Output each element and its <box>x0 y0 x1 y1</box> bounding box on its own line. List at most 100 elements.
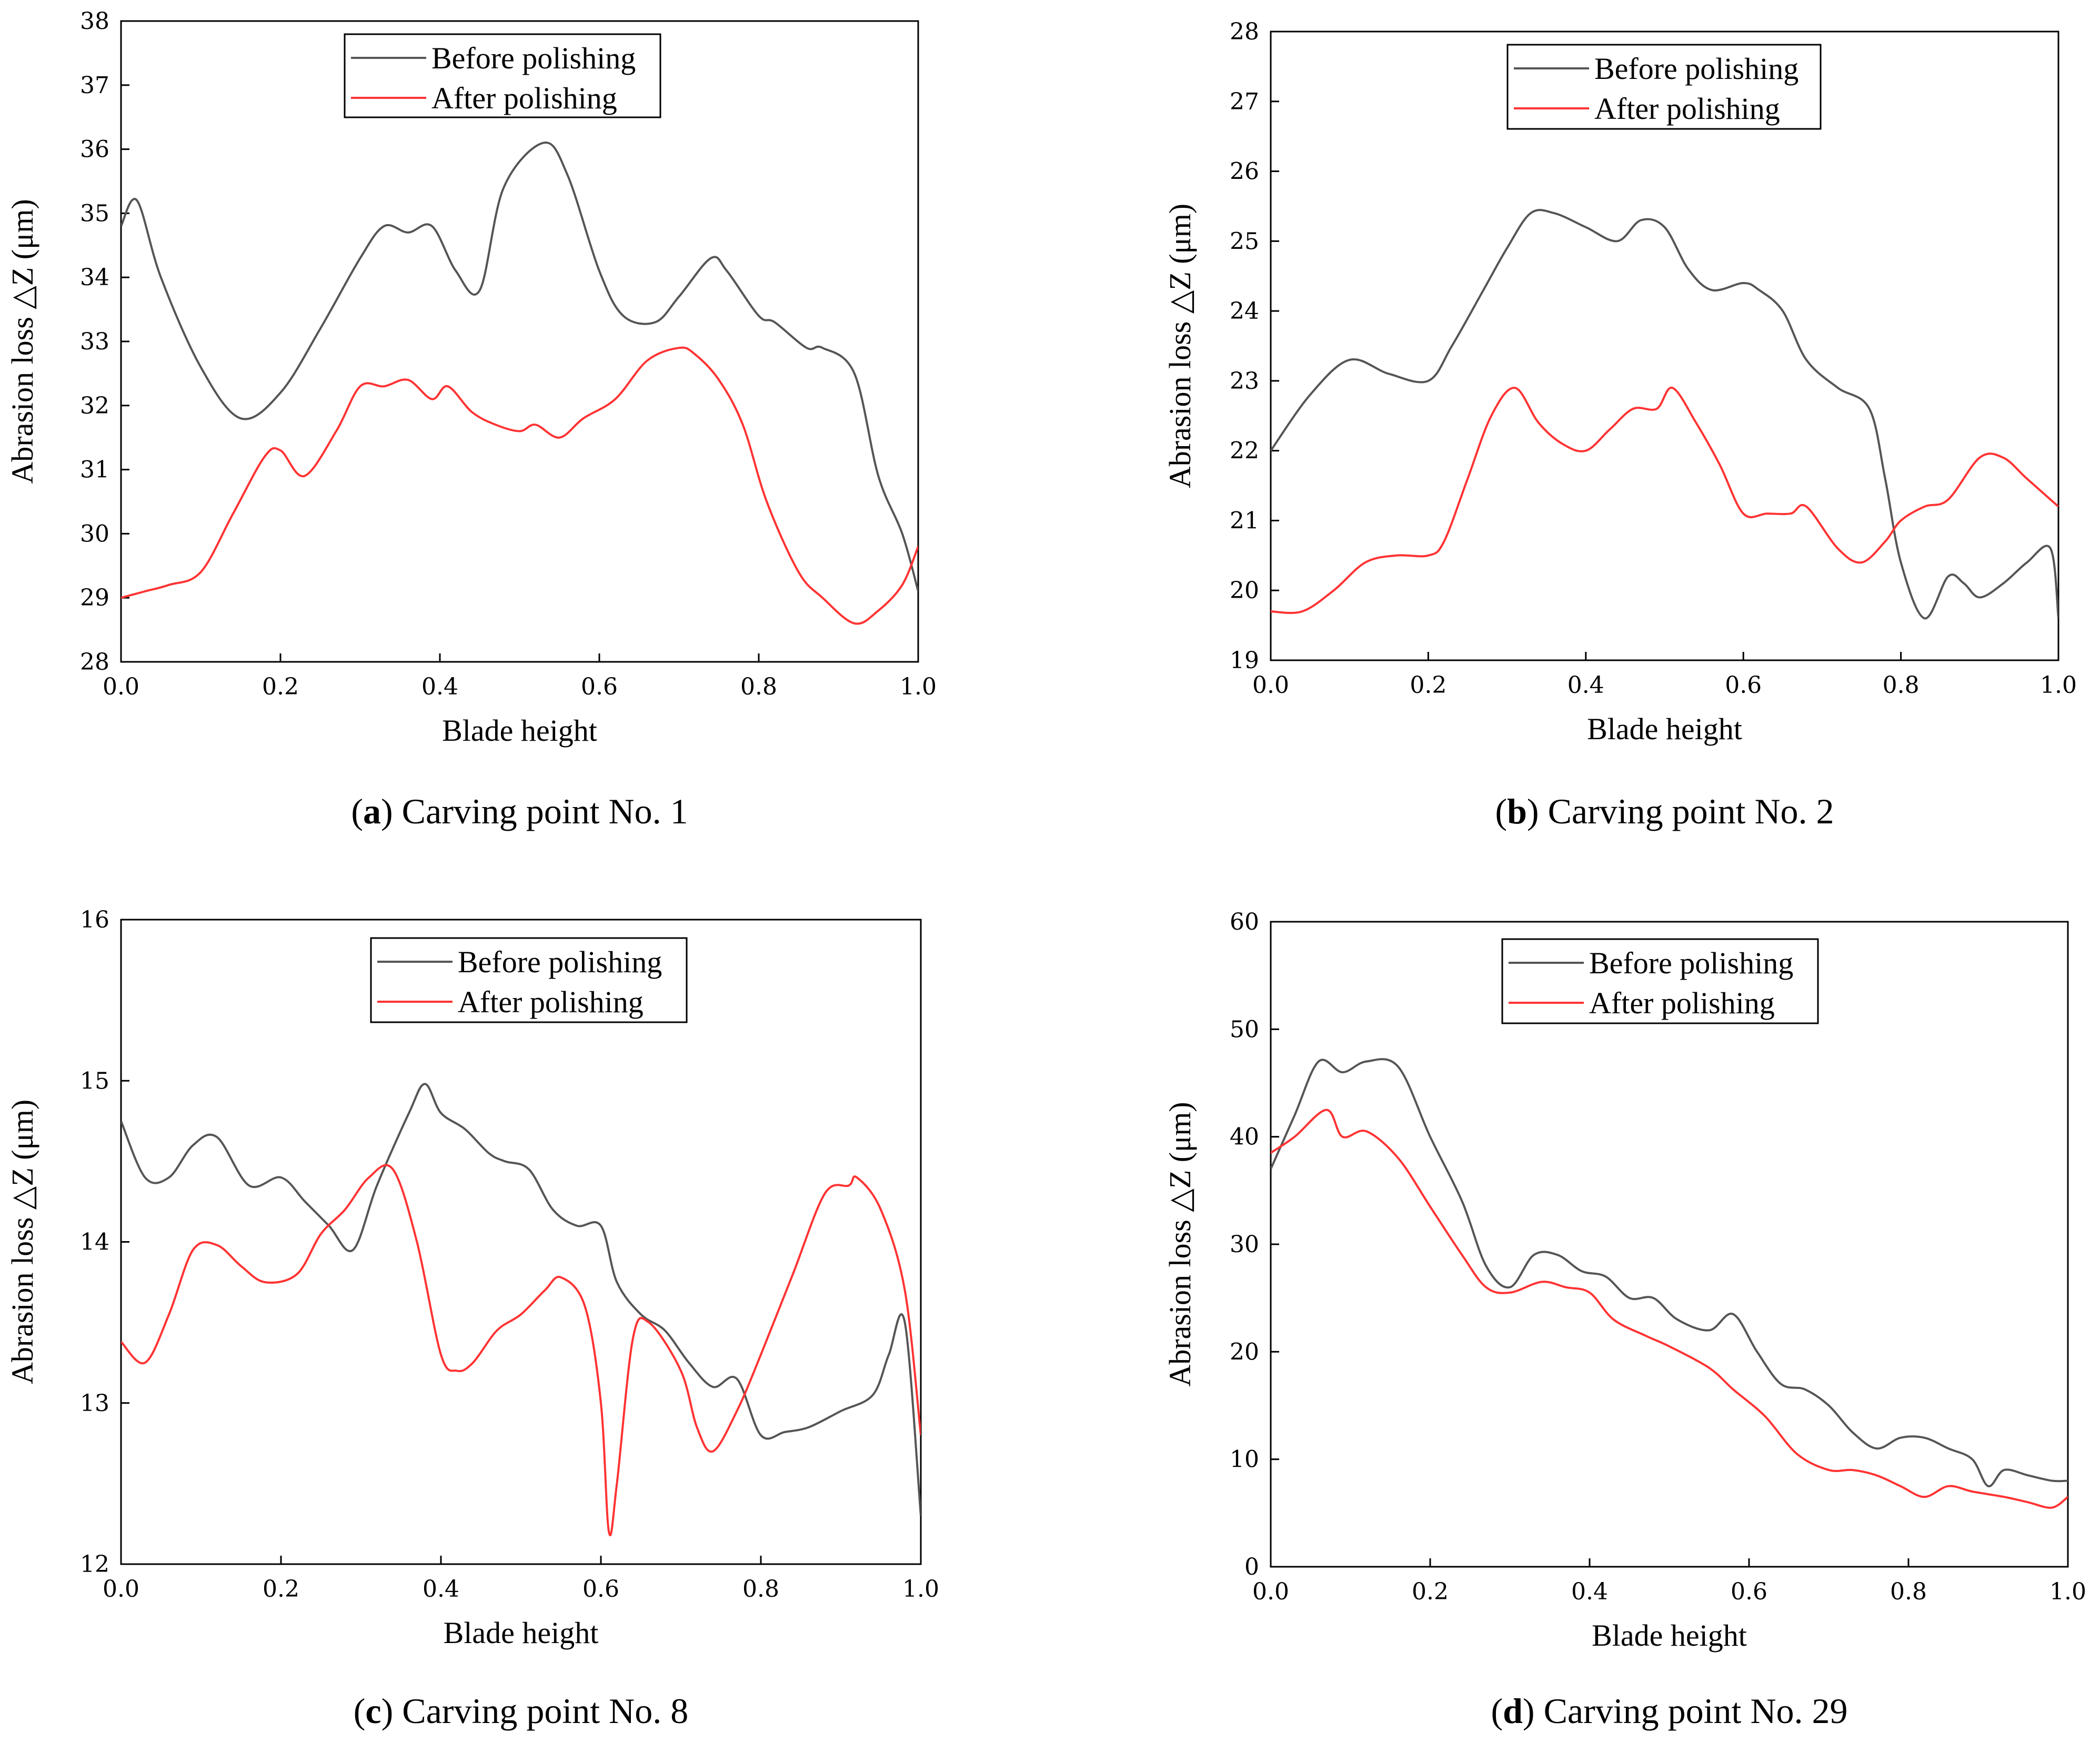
series-line-before-polishing <box>1271 1058 2068 1487</box>
y-tick-label: 0 <box>1244 1554 1259 1580</box>
caption-close-paren: ) <box>381 1691 403 1731</box>
legend-label: Before polishing <box>458 945 662 979</box>
series-line-after-polishing <box>1271 1109 2068 1509</box>
y-axis-label: Abrasion loss △Z (μm) <box>1163 204 1197 488</box>
caption-text: Carving point No. 8 <box>402 1691 688 1731</box>
y-tick-label: 38 <box>80 8 109 35</box>
series-line-after-polishing <box>121 1164 921 1537</box>
series-line-before-polishing <box>121 1083 921 1516</box>
caption-letter: b <box>1507 791 1527 831</box>
series-line-after-polishing <box>121 346 918 625</box>
y-tick-label: 14 <box>80 1229 109 1256</box>
x-tick-label: 0.8 <box>740 673 777 700</box>
y-tick-label: 34 <box>80 264 109 291</box>
x-axis-label: Blade height <box>442 713 597 748</box>
x-tick-label: 0.0 <box>103 1576 139 1603</box>
caption-open-paren: ( <box>354 1691 366 1731</box>
y-tick-label: 25 <box>1230 228 1259 255</box>
caption-close-paren: ) <box>381 791 402 831</box>
x-tick-label: 0.6 <box>1725 672 1762 699</box>
y-tick-label: 20 <box>1230 577 1259 604</box>
caption-letter: c <box>365 1691 381 1731</box>
legend: Before polishing After polishing <box>1501 938 1819 1024</box>
y-tick-label: 23 <box>1230 368 1259 395</box>
caption-open-paren: ( <box>1495 791 1507 831</box>
y-axis-label: Abrasion loss △Z (μm) <box>1163 1102 1197 1386</box>
panel-caption: (b) Carving point No. 2 <box>1495 791 1834 831</box>
x-axis-label: Blade height <box>1587 712 1742 746</box>
caption-close-paren: ) <box>1527 791 1548 831</box>
legend: Before polishing After polishing <box>370 937 688 1023</box>
x-tick-label: 0.2 <box>262 673 299 700</box>
caption-close-paren: ) <box>1523 1691 1544 1731</box>
y-tick-label: 24 <box>1230 298 1259 325</box>
y-tick-label: 40 <box>1230 1124 1259 1151</box>
caption-text: Carving point No. 1 <box>402 791 688 831</box>
y-tick-label: 50 <box>1230 1016 1259 1043</box>
plot-frame <box>1270 31 2059 661</box>
caption-letter: a <box>363 791 381 831</box>
legend-label: Before polishing <box>431 41 636 75</box>
y-tick-label: 32 <box>80 392 109 419</box>
caption-open-paren: ( <box>351 791 363 831</box>
y-tick-label: 16 <box>80 906 109 933</box>
caption-open-paren: ( <box>1491 1691 1503 1731</box>
y-tick-label: 60 <box>1230 909 1259 935</box>
x-axis-label: Blade height <box>444 1616 599 1650</box>
y-axis-label: Abrasion loss △Z (μm) <box>5 199 39 483</box>
y-tick-label: 29 <box>80 585 109 611</box>
x-tick-label: 0.0 <box>1252 672 1289 699</box>
legend-box <box>1501 938 1819 1024</box>
panel-a: 0.0 0.2 0.4 0.6 0.8 1.0 28 29 30 31 32 33 34 35 36 37 38… <box>5 8 937 831</box>
x-tick-label: 0.4 <box>423 1576 459 1603</box>
panel-b: 0.0 0.2 0.4 0.6 0.8 1.0 19 20 21 22 23 24 25 26 27 28 Bl… <box>1163 18 2077 831</box>
y-tick-label: 10 <box>1230 1446 1259 1473</box>
y-tick-label: 15 <box>80 1067 109 1094</box>
x-tick-label: 0.6 <box>581 673 618 700</box>
x-tick-label: 0.2 <box>1412 1578 1449 1605</box>
legend-label: After polishing <box>1594 92 1780 126</box>
y-tick-label: 26 <box>1230 158 1259 185</box>
y-tick-label: 22 <box>1230 438 1259 465</box>
y-tick-label: 19 <box>1230 647 1259 674</box>
legend-label: After polishing <box>431 81 617 115</box>
panel-caption: (d) Carving point No. 29 <box>1491 1691 1847 1731</box>
y-tick-label: 21 <box>1230 507 1259 534</box>
x-tick-label: 0.8 <box>1890 1578 1927 1605</box>
x-tick-label: 0.4 <box>1571 1578 1608 1605</box>
x-tick-label: 1.0 <box>2049 1578 2086 1605</box>
y-tick-label: 12 <box>80 1551 109 1578</box>
panel-caption: (a) Carving point No. 1 <box>351 791 688 831</box>
x-tick-label: 1.0 <box>902 1576 939 1603</box>
x-axis-label: Blade height <box>1592 1618 1747 1653</box>
x-tick-label: 0.0 <box>103 673 139 700</box>
caption-text: Carving point No. 29 <box>1544 1691 1848 1731</box>
panel-d: 0.0 0.2 0.4 0.6 0.8 1.0 0 10 20 30 40 50 60 Blade hei… <box>1163 909 2086 1731</box>
legend: Before polishing After polishing <box>344 33 661 118</box>
caption-text: Carving point No. 2 <box>1548 791 1834 831</box>
x-tick-label: 0.4 <box>1568 672 1604 699</box>
y-tick-label: 36 <box>80 136 109 163</box>
y-tick-label: 27 <box>1230 88 1259 115</box>
series-line-after-polishing <box>1271 387 2058 614</box>
x-tick-label: 1.0 <box>900 673 937 700</box>
y-tick-label: 28 <box>80 649 109 676</box>
legend-label: Before polishing <box>1594 52 1798 86</box>
y-tick-label: 31 <box>80 457 109 483</box>
x-tick-label: 0.4 <box>421 673 458 700</box>
y-tick-label: 30 <box>80 520 109 547</box>
x-tick-label: 0.6 <box>582 1576 619 1603</box>
legend-label: After polishing <box>458 985 644 1019</box>
y-tick-label: 28 <box>1230 18 1259 45</box>
panel-c: 0.0 0.2 0.4 0.6 0.8 1.0 12 13 14 15 16 Blade height… <box>5 906 939 1731</box>
y-tick-label: 13 <box>80 1390 109 1417</box>
legend-label: Before polishing <box>1589 946 1793 980</box>
y-tick-label: 33 <box>80 328 109 355</box>
x-tick-label: 0.0 <box>1252 1578 1289 1605</box>
series-line-before-polishing <box>1271 209 2058 620</box>
x-tick-label: 0.6 <box>1731 1578 1767 1605</box>
x-tick-label: 0.8 <box>742 1576 779 1603</box>
y-axis-label: Abrasion loss △Z (μm) <box>5 1100 39 1384</box>
